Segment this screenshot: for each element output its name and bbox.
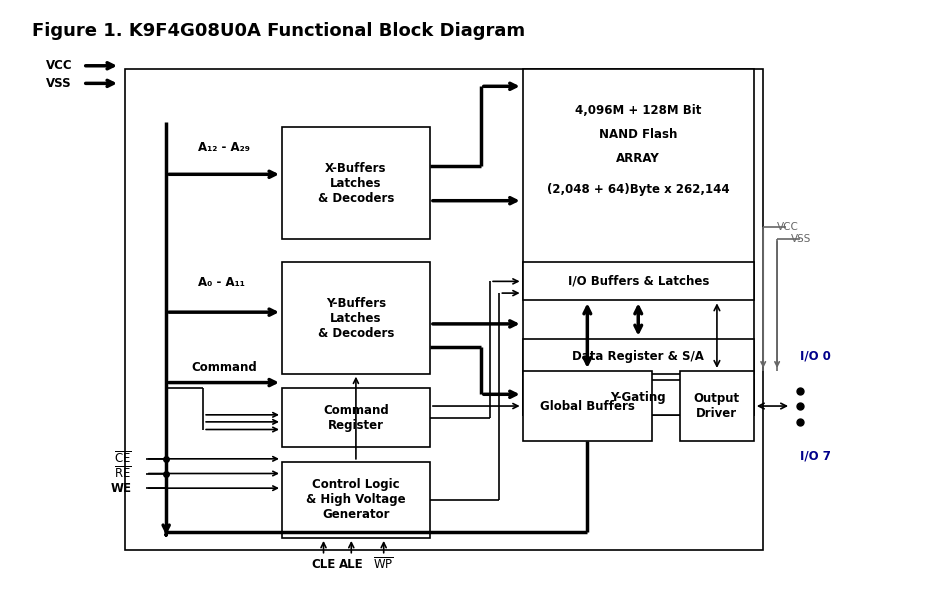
Text: Output
Driver: Output Driver xyxy=(694,392,740,420)
Text: Data Register & S/A: Data Register & S/A xyxy=(573,350,704,363)
Text: I/O 7: I/O 7 xyxy=(800,449,831,462)
Text: A₀ - A₁₁: A₀ - A₁₁ xyxy=(198,276,245,289)
Text: X-Buffers
Latches
& Decoders: X-Buffers Latches & Decoders xyxy=(318,162,394,205)
Text: A₁₂ - A₂₉: A₁₂ - A₂₉ xyxy=(199,142,250,154)
Text: I/O Buffers & Latches: I/O Buffers & Latches xyxy=(568,275,709,288)
Bar xyxy=(282,127,430,239)
Text: ARRAY: ARRAY xyxy=(616,152,660,165)
Text: VCC: VCC xyxy=(777,222,799,232)
Text: Global Buffers: Global Buffers xyxy=(540,399,635,412)
Text: $\overline{\mathrm{RE}}$: $\overline{\mathrm{RE}}$ xyxy=(114,466,132,481)
Bar xyxy=(522,380,754,415)
Text: $\overline{\mathrm{WP}}$: $\overline{\mathrm{WP}}$ xyxy=(374,557,394,572)
Bar xyxy=(522,68,754,415)
Bar xyxy=(522,262,754,300)
Bar xyxy=(282,389,430,447)
Text: VSS: VSS xyxy=(46,77,71,90)
Bar xyxy=(522,339,754,374)
Bar xyxy=(282,462,430,538)
Text: Command: Command xyxy=(191,361,258,374)
Text: CLE: CLE xyxy=(311,558,335,571)
Text: Y-Buffers
Latches
& Decoders: Y-Buffers Latches & Decoders xyxy=(318,296,394,340)
Bar xyxy=(680,371,754,441)
Bar xyxy=(124,68,763,550)
Bar xyxy=(282,262,430,374)
Text: (2,048 + 64)Byte x 262,144: (2,048 + 64)Byte x 262,144 xyxy=(547,183,729,196)
Text: I/O 0: I/O 0 xyxy=(800,350,831,363)
Text: ALE: ALE xyxy=(339,558,363,571)
Text: VCC: VCC xyxy=(46,60,73,72)
Text: Y-Gating: Y-Gating xyxy=(611,391,666,404)
Text: $\overline{\mathrm{CE}}$: $\overline{\mathrm{CE}}$ xyxy=(114,451,132,466)
Text: Figure 1. K9F4G08U0A Functional Block Diagram: Figure 1. K9F4G08U0A Functional Block Di… xyxy=(32,22,525,40)
Text: Command
Register: Command Register xyxy=(323,404,389,432)
Text: WE: WE xyxy=(111,482,132,494)
Bar xyxy=(522,371,652,441)
Text: Control Logic
& High Voltage
Generator: Control Logic & High Voltage Generator xyxy=(306,478,405,521)
Text: VSS: VSS xyxy=(791,234,812,244)
Text: 4,096M + 128M Bit: 4,096M + 128M Bit xyxy=(575,104,701,117)
Text: NAND Flash: NAND Flash xyxy=(599,128,677,141)
